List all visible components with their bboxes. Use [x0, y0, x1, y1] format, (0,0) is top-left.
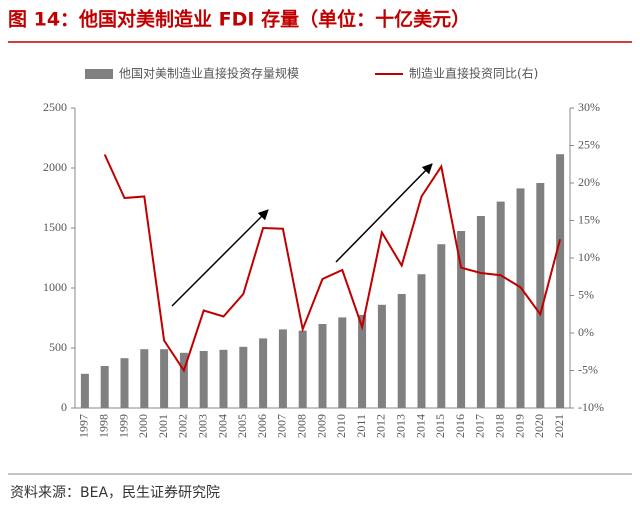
- x-tick-label: 2010: [334, 414, 348, 438]
- bar: [318, 324, 327, 408]
- bar: [536, 183, 545, 408]
- x-tick-label: 2000: [136, 414, 150, 438]
- x-tick-label: 2003: [195, 414, 209, 438]
- x-tick-label: 2020: [532, 414, 546, 438]
- bar: [120, 358, 129, 408]
- x-tick-label: 2017: [473, 414, 487, 438]
- line: [103, 154, 562, 373]
- bar: [417, 274, 426, 408]
- bar: [140, 349, 149, 408]
- legend-label: 制造业直接投资同比(右): [409, 66, 538, 81]
- bar: [80, 373, 89, 408]
- x-tick-label: 1997: [77, 414, 91, 438]
- x-tick-label: 2009: [314, 414, 328, 438]
- x-tick-label: 2021: [552, 414, 566, 438]
- bar: [278, 329, 287, 408]
- trend-arrow: [335, 163, 433, 263]
- bar: [179, 352, 188, 408]
- bar: [457, 231, 466, 408]
- y2-tick-label: 30%: [578, 100, 600, 114]
- trend-arrow: [171, 209, 269, 307]
- x-tick-label: 2016: [453, 414, 467, 438]
- bar: [496, 201, 505, 408]
- bar: [219, 349, 228, 408]
- x-tick-label: 2014: [413, 414, 427, 438]
- x-tick-label: 2004: [215, 414, 229, 438]
- bar: [298, 330, 307, 408]
- bar: [160, 349, 169, 408]
- x-tick-label: 2007: [275, 414, 289, 438]
- source: 资料来源：BEA，民生证券研究院: [10, 485, 220, 501]
- x-tick-label: 2018: [492, 414, 506, 438]
- y2-tick-label: -10%: [578, 400, 604, 414]
- y-tick-label: 2000: [43, 160, 67, 174]
- y-tick-label: 0: [61, 400, 67, 414]
- bar: [358, 315, 367, 408]
- bar: [397, 294, 406, 408]
- chart-title: 图 14：他国对美制造业 FDI 存量（单位：十亿美元）: [8, 8, 470, 31]
- y-tick-label: 1500: [43, 220, 67, 234]
- bar: [259, 338, 268, 408]
- bar: [239, 346, 248, 408]
- x-tick-label: 2015: [433, 414, 447, 438]
- x-tick-label: 2005: [235, 414, 249, 438]
- bar: [437, 244, 446, 408]
- x-tick-label: 2019: [512, 414, 526, 438]
- legend-label: 他国对美制造业直接投资存量规模: [119, 66, 299, 81]
- y2-tick-label: 15%: [578, 212, 600, 226]
- x-tick-label: 2013: [393, 414, 407, 438]
- y2-tick-label: -5%: [578, 362, 598, 376]
- x-tick-label: 2006: [255, 414, 269, 438]
- legend-swatch: [85, 69, 113, 79]
- x-tick-label: 2008: [294, 414, 308, 438]
- y2-tick-label: 0%: [578, 325, 594, 339]
- bar: [556, 154, 565, 408]
- y2-tick-label: 25%: [578, 137, 600, 151]
- y2-tick-label: 5%: [578, 287, 594, 301]
- y-tick-label: 2500: [43, 100, 67, 114]
- x-tick-label: 2012: [374, 414, 388, 438]
- bar: [338, 317, 347, 408]
- bar: [377, 304, 386, 408]
- y-tick-label: 500: [49, 340, 67, 354]
- x-tick-label: 2002: [176, 414, 190, 438]
- x-tick-label: 2001: [156, 414, 170, 438]
- x-tick-label: 2011: [354, 414, 368, 438]
- x-tick-label: 1999: [116, 414, 130, 438]
- y2-tick-label: 20%: [578, 175, 600, 189]
- bar: [476, 216, 485, 408]
- y-tick-label: 1000: [43, 280, 67, 294]
- bar: [199, 351, 208, 408]
- y2-tick-label: 10%: [578, 250, 600, 264]
- x-tick-label: 1998: [96, 414, 110, 438]
- bar: [100, 366, 109, 408]
- bar: [516, 188, 525, 408]
